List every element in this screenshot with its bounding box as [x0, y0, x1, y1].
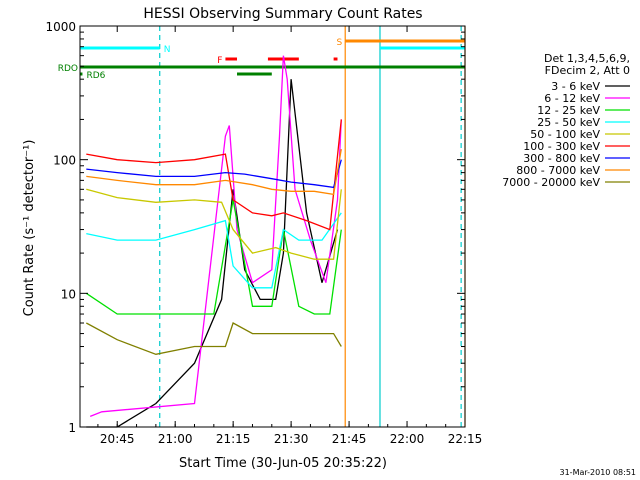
x-tick-label: 20:45 [100, 432, 135, 446]
legend-entry-label: 3 - 6 keV [551, 80, 600, 93]
series-line-5 [86, 119, 342, 231]
flag-label-n: N [164, 45, 171, 55]
legend-entry-label: 300 - 800 keV [523, 152, 600, 165]
series-line-8 [85, 322, 342, 355]
legend-header: Det 1,3,4,5,6,9, [544, 52, 630, 65]
y-tick-label: 1 [68, 421, 76, 435]
plot-area: N S F RDO RD6 [58, 26, 466, 428]
flag-label-rd6: RD6 [86, 71, 105, 81]
legend-header: FDecim 2, Att 0 [545, 64, 630, 77]
y-tick-label: 100 [53, 154, 76, 168]
flag-label-s: S [336, 38, 342, 48]
series-line-1 [89, 55, 342, 418]
series-line-6 [86, 159, 342, 189]
legend-entry-label: 25 - 50 keV [537, 116, 600, 129]
y-axis-label: Count Rate (s⁻¹ detector⁻¹) [22, 140, 37, 317]
legend-entry-label: 6 - 12 keV [544, 92, 600, 105]
chart-title: HESSI Observing Summary Count Rates [143, 6, 422, 22]
plot-frame [79, 25, 466, 428]
series-line-7 [86, 148, 342, 196]
x-tick-label: 21:00 [158, 432, 193, 446]
y-tick-label: 1000 [45, 20, 76, 34]
series-line-4 [86, 188, 342, 260]
x-axis-label: Start Time (30-Jun-05 20:35:22) [179, 456, 387, 471]
flag-label-rdo: RDO [58, 64, 78, 74]
x-tick-label: 21:45 [332, 432, 367, 446]
x-tick-label: 21:15 [216, 432, 251, 446]
legend-entry-label: 12 - 25 keV [537, 104, 600, 117]
legend-entry-label: 50 - 100 keV [530, 128, 600, 141]
x-tick-label: 21:30 [274, 432, 309, 446]
axes: 20:45 21:00 21:15 21:30 21:45 22:00 22:15 1 10 10… [45, 20, 482, 446]
series-line-2 [85, 199, 342, 315]
date-stamp: 31-Mar-2010 08:51 [560, 468, 637, 477]
legend-entry-label: 800 - 7000 keV [516, 164, 600, 177]
series-line-3 [86, 212, 342, 289]
x-tick-label: 22:15 [448, 432, 483, 446]
x-tick-label: 22:00 [390, 432, 425, 446]
y-tick-label: 10 [61, 287, 76, 301]
legend: Det 1,3,4,5,6,9,FDecim 2, Att 0 3 - 6 keV… [502, 52, 630, 189]
series-line-0 [86, 79, 339, 428]
flag-label-f: F [217, 56, 222, 66]
legend-entry-label: 100 - 300 keV [523, 140, 600, 153]
legend-entry-label: 7000 - 20000 keV [502, 176, 600, 189]
